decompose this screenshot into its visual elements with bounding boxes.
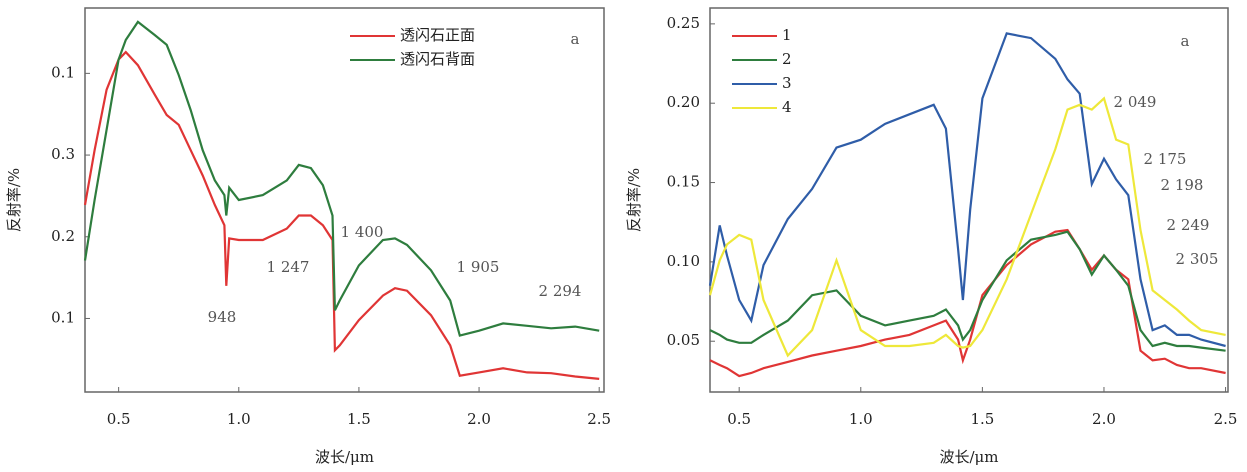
legend-label: 3: [782, 74, 792, 92]
annotation: a: [571, 30, 580, 48]
legend-label: 透闪石正面: [400, 26, 475, 44]
y-tick-label: 0.20: [667, 93, 700, 111]
y-tick-label: 0.1: [51, 63, 75, 81]
x-tick-label: 1.5: [347, 410, 371, 428]
annotation: a: [1181, 32, 1190, 50]
annotation: 2 049: [1114, 93, 1157, 111]
x-tick-label: 1.5: [970, 410, 994, 428]
x-tick-label: 2.5: [1214, 410, 1238, 428]
series-line: [708, 32, 1226, 348]
x-tick-label: 2.5: [587, 410, 611, 428]
legend-label: 2: [782, 50, 792, 68]
annotation: 1 247: [267, 258, 310, 276]
annotation: 2 305: [1176, 250, 1219, 268]
x-axis-title: 波长/μm: [939, 448, 998, 466]
x-tick-label: 1.0: [849, 410, 873, 428]
plot-frame: [709, 7, 1229, 393]
x-tick-label: 1.0: [227, 410, 251, 428]
y-tick-label: 0.2: [51, 227, 75, 245]
legend-label: 4: [782, 98, 792, 116]
x-tick-label: 0.5: [107, 410, 131, 428]
annotation: 2 294: [539, 282, 582, 300]
annotation: 2 249: [1167, 216, 1210, 234]
annotation: 1 905: [457, 258, 500, 276]
series-line: [83, 20, 600, 337]
y-axis-title: 反射率/%: [625, 168, 643, 232]
x-tick-label: 2.0: [1092, 410, 1116, 428]
y-tick-label: 0.25: [667, 14, 700, 32]
x-axis-title: 波长/μm: [315, 448, 374, 466]
x-tick-label: 0.5: [727, 410, 751, 428]
series-line: [708, 96, 1226, 358]
legend-label: 透闪石背面: [400, 50, 475, 68]
series-line: [83, 50, 600, 380]
y-axis-title: 反射率/%: [5, 168, 23, 232]
x-tick-label: 2.0: [467, 410, 491, 428]
legend-label: 1: [782, 26, 792, 44]
annotation: 2 175: [1144, 150, 1187, 168]
y-tick-label: 0.15: [667, 173, 700, 191]
y-tick-label: 0.1: [51, 308, 75, 326]
annotation: 948: [208, 308, 237, 326]
annotation: 1 400: [341, 223, 384, 241]
plot-frame: [84, 7, 605, 393]
y-tick-label: 0.3: [51, 145, 75, 163]
y-tick-label: 0.05: [667, 331, 700, 349]
annotation: 2 198: [1161, 176, 1204, 194]
y-tick-label: 0.10: [667, 252, 700, 270]
